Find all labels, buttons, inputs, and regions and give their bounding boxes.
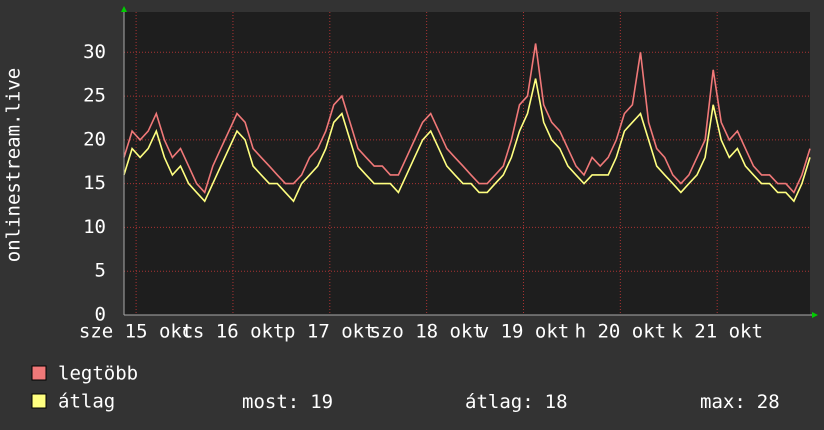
series-line (123, 78, 811, 203)
legend-swatch (31, 365, 47, 381)
stat-label: max: (700, 391, 746, 413)
legend-label: legtöbb (58, 363, 138, 385)
legend: legtöbb átlag most: 19 átlag: 18 max: 28 (31, 363, 780, 413)
plot-area (124, 12, 810, 315)
axis-arrow (121, 6, 127, 12)
stat-label: átlag: (465, 391, 534, 413)
legend-label: átlag (58, 391, 115, 413)
lines (123, 43, 811, 203)
x-tick-label: cs 16 okt (181, 321, 284, 343)
legend-swatch (31, 393, 47, 409)
stat: max: 28 (700, 391, 780, 413)
y-tick-label: 25 (83, 85, 106, 107)
y-tick-label: 10 (83, 216, 106, 238)
stat-value: 28 (757, 391, 780, 413)
y-tick-label: 20 (83, 128, 106, 150)
x-tick-label: v 19 okt (478, 321, 570, 343)
x-tick-label: k 21 okt (671, 321, 763, 343)
y-tick-label: 0 (95, 304, 106, 326)
x-tick-label: h 20 okt (575, 321, 667, 343)
x-tick-label: szo 18 okt (369, 321, 483, 343)
y-tick-label: 15 (83, 172, 106, 194)
stat-value: 19 (310, 391, 333, 413)
stat-value: 18 (545, 391, 568, 413)
stat-label: most: (242, 391, 299, 413)
y-tick-label: 5 (95, 260, 106, 282)
x-tick-label: sze 15 okt (79, 321, 193, 343)
y-tick-label: 30 (83, 41, 106, 63)
axis-arrow (812, 312, 818, 318)
y-axis-label: onlinestream.live (3, 68, 25, 262)
x-tick-label: p 17 okt (284, 321, 376, 343)
series-line (123, 43, 811, 194)
stat: most: 19 (242, 391, 333, 413)
stat: átlag: 18 (465, 391, 568, 413)
